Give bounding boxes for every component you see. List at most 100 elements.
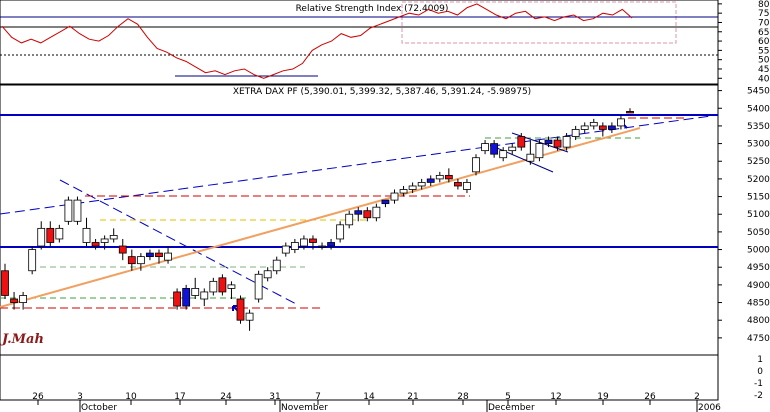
candle <box>263 267 272 282</box>
price-tick-label: 4900 <box>747 281 770 291</box>
price-tick-label: 5350 <box>747 122 770 132</box>
price-tick-label: 4950 <box>747 263 770 273</box>
x-tick-label: 21 <box>407 392 418 402</box>
candle <box>109 228 118 243</box>
price-tick-label: 5300 <box>747 140 770 150</box>
secondary-tick-label: -2 <box>754 391 763 401</box>
candle <box>399 185 408 197</box>
candle <box>73 196 82 225</box>
candle <box>598 122 607 137</box>
candle <box>372 203 381 222</box>
candle <box>155 249 163 264</box>
candle <box>535 140 544 162</box>
candle <box>499 147 508 162</box>
candle <box>218 274 227 296</box>
rsi-tick-label: 80 <box>758 0 770 10</box>
candle <box>336 221 345 243</box>
candle <box>472 154 480 176</box>
month-label: October <box>81 403 117 412</box>
price-tick-label: 5450 <box>747 87 770 97</box>
x-tick-label: 17 <box>174 392 185 402</box>
channel-lower-line <box>489 144 554 173</box>
candle <box>327 238 335 250</box>
candle <box>227 281 236 300</box>
rsi-title: Relative Strength Index (72.4009) <box>296 4 449 14</box>
candle <box>508 143 517 155</box>
rsi-tick-label: 55 <box>758 46 769 56</box>
rsi-tick-label: 65 <box>758 28 769 38</box>
candle <box>309 235 317 250</box>
candle <box>164 246 172 264</box>
candle <box>64 196 73 225</box>
candle <box>10 291 18 310</box>
candle <box>417 178 426 190</box>
x-tick-label: 26 <box>644 392 656 402</box>
rsi-tick-label: 75 <box>758 9 769 19</box>
price-tick-label: 5250 <box>747 157 770 167</box>
rsi-tick-label: 60 <box>758 37 770 47</box>
rsi-frame <box>0 0 719 85</box>
x-tick-label: 14 <box>363 392 375 402</box>
candle <box>562 132 571 151</box>
price-panel: XETRA DAX PF (5,390.01, 5,399.32, 5,387.… <box>0 84 770 401</box>
candle <box>91 238 100 250</box>
blue-dashed-trendline <box>0 114 719 215</box>
candle <box>209 277 218 296</box>
price-tick-label: 4850 <box>747 299 770 309</box>
price-tick-label: 4750 <box>747 334 770 344</box>
candle <box>118 238 127 261</box>
candle <box>363 207 372 222</box>
candle <box>236 295 245 324</box>
candle <box>1 263 9 300</box>
candle <box>435 171 444 183</box>
secondary-axis: 1 0 -1 -2 <box>754 355 763 401</box>
candle <box>173 288 182 310</box>
candle <box>290 238 299 254</box>
price-tick-label: 5400 <box>747 104 770 114</box>
candle <box>517 132 526 151</box>
month-label: 2006 <box>698 403 721 412</box>
x-tick-label: 7 <box>315 392 321 402</box>
price-tick-label: 5150 <box>747 193 770 203</box>
candle <box>580 122 589 133</box>
candle <box>526 140 535 165</box>
candle <box>245 309 254 331</box>
candle <box>46 221 55 247</box>
candle <box>28 246 37 275</box>
price-title: XETRA DAX PF (5,390.01, 5,399.32, 5,387.… <box>233 87 531 97</box>
candle <box>553 136 562 151</box>
x-tick-label: 10 <box>125 392 137 402</box>
price-tick-label: 5100 <box>747 210 770 220</box>
candle <box>381 199 390 208</box>
candle <box>345 210 354 229</box>
candle <box>390 189 399 204</box>
candle <box>300 235 308 250</box>
secondary-tick-label: 0 <box>757 367 763 377</box>
x-tick-label: 3 <box>77 392 83 402</box>
candle <box>82 217 91 247</box>
candle <box>55 224 64 243</box>
candle <box>354 207 363 222</box>
candle <box>318 242 326 250</box>
candle <box>607 122 616 133</box>
candle <box>626 108 634 114</box>
rsi-panel: Relative Strength Index (72.4009) 807570… <box>0 0 770 85</box>
candle <box>453 178 462 190</box>
price-tick-label: 5050 <box>747 228 770 238</box>
candle <box>408 182 417 194</box>
price-tick-label: 4800 <box>747 316 770 326</box>
candle <box>37 221 46 250</box>
candle <box>136 253 145 271</box>
candle <box>571 125 580 141</box>
price-tick-label: 5000 <box>747 246 770 256</box>
month-label: November <box>281 403 328 412</box>
candle <box>127 249 136 271</box>
candle <box>481 140 489 155</box>
candle <box>19 291 28 310</box>
x-tick-label: 12 <box>550 392 561 402</box>
price-axis: 5450 5400 5350 5300 5250 5200 5150 5100 5050 5000… <box>718 87 770 344</box>
rsi-highlight-box <box>401 1 677 44</box>
candle <box>200 288 209 307</box>
